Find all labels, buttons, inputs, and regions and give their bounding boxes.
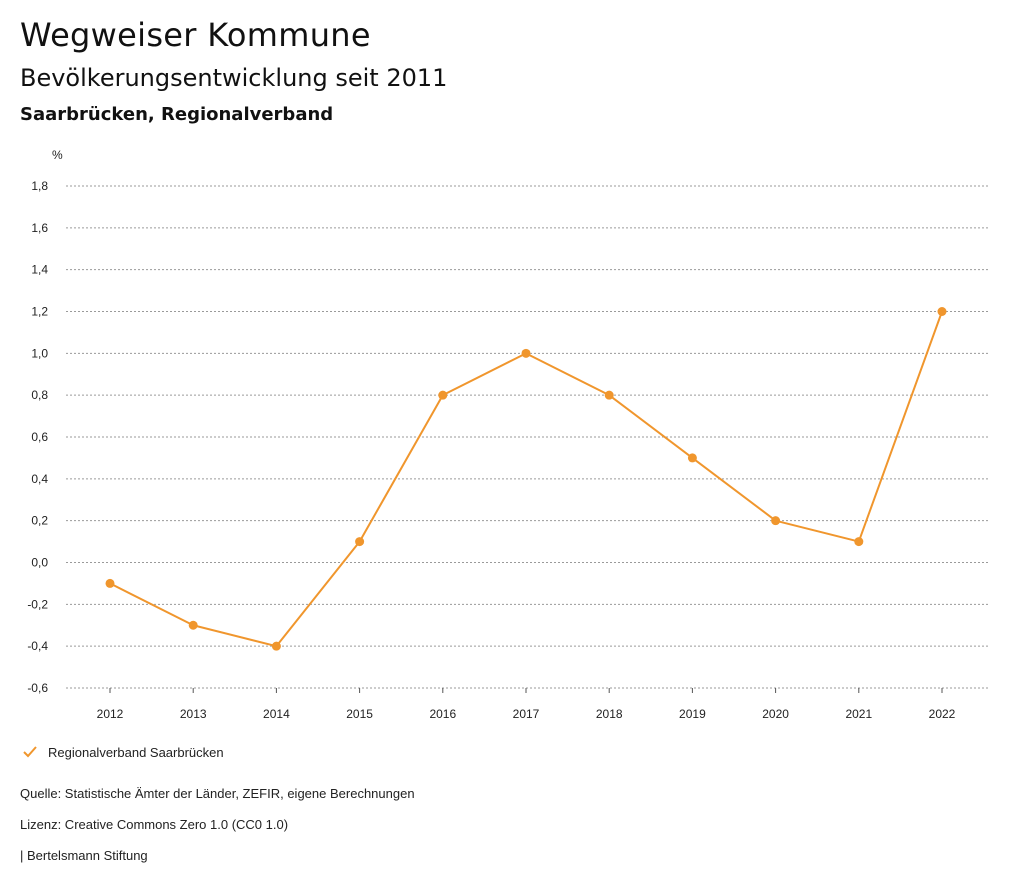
y-tick-label: 1,4	[31, 263, 48, 277]
y-tick-label: 1,8	[31, 179, 48, 193]
data-point	[771, 516, 781, 526]
region-name: Saarbrücken, Regionalverband	[20, 104, 334, 125]
y-tick-label: 0,0	[31, 556, 48, 570]
data-point	[438, 390, 448, 400]
y-tick-label: 0,8	[31, 388, 48, 402]
x-tick-label: 2016	[429, 707, 456, 721]
y-tick-label: -0,2	[27, 597, 48, 611]
license-note: Lizenz: Creative Commons Zero 1.0 (CC0 1…	[20, 817, 289, 832]
chart-subtitle: Bevölkerungsentwicklung seit 2011	[20, 64, 448, 92]
x-tick-label: 2019	[679, 707, 706, 721]
data-point	[937, 307, 947, 316]
data-point	[271, 641, 281, 651]
y-tick-label: 1,0	[31, 346, 48, 360]
y-tick-label: 1,2	[31, 305, 48, 319]
data-point	[687, 453, 697, 463]
y-tick-label: 0,4	[31, 472, 48, 486]
x-tick-label: 2014	[263, 707, 290, 721]
y-tick-label: -0,6	[27, 681, 48, 695]
publisher-link[interactable]: | Bertelsmann Stiftung	[20, 848, 148, 863]
y-axis-unit-label: %	[52, 148, 63, 162]
y-tick-label: 1,6	[31, 221, 48, 235]
legend-label: Regionalverband Saarbrücken	[48, 744, 224, 760]
legend[interactable]: Regionalverband Saarbrücken	[22, 744, 224, 760]
x-tick-label: 2020	[762, 707, 789, 721]
data-point	[521, 348, 531, 358]
x-tick-label: 2021	[845, 707, 872, 721]
x-tick-label: 2013	[180, 707, 207, 721]
x-tick-label: 2015	[346, 707, 373, 721]
legend-check-icon	[23, 746, 37, 758]
page-title: Wegweiser Kommune	[20, 16, 371, 54]
x-tick-label: 2012	[97, 707, 124, 721]
data-point	[188, 620, 198, 630]
y-tick-label: 0,6	[31, 430, 48, 444]
y-tick-label: 0,2	[31, 514, 48, 528]
x-tick-label: 2018	[596, 707, 623, 721]
x-tick-label: 2017	[513, 707, 540, 721]
data-point	[604, 390, 614, 400]
source-note: Quelle: Statistische Ämter der Länder, Z…	[20, 786, 415, 801]
y-tick-label: -0,4	[27, 639, 48, 653]
data-point	[854, 537, 864, 547]
x-tick-label: 2022	[929, 707, 956, 721]
data-point	[105, 578, 115, 588]
data-point	[355, 537, 365, 547]
